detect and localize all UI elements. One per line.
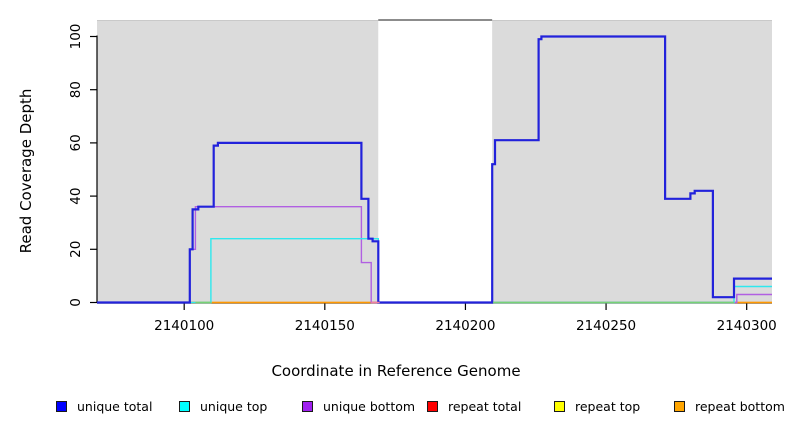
legend-label: unique total [77, 398, 153, 414]
y-tick-label: 100 [68, 24, 84, 50]
y-tick-label: 0 [68, 298, 84, 307]
chart-background-layer [97, 19, 772, 303]
shaded-region [492, 20, 772, 303]
legend-swatch [554, 400, 565, 412]
x-tick-label: 2140300 [717, 318, 777, 334]
coverage-chart: 2140100 2140150 2140200 2140250 2140300 0 20 40… [68, 19, 777, 334]
x-tick-label: 2140100 [154, 318, 214, 334]
y-tick-label: 80 [68, 81, 84, 98]
legend-swatch [674, 400, 685, 412]
x-tick-label: 2140250 [576, 318, 636, 334]
legend-item-unique-bottom: unique bottom [302, 396, 415, 416]
legend-label: repeat top [575, 398, 641, 414]
legend-swatch [427, 400, 438, 412]
legend-label: unique top [200, 398, 268, 414]
y-axis-title: Read Coverage Depth [17, 88, 35, 254]
legend-label: unique bottom [323, 398, 416, 414]
y-tick-label: 40 [68, 188, 84, 205]
legend-item-unique-top: unique top [179, 396, 267, 416]
legend-label: repeat bottom [695, 398, 785, 414]
legend-swatch [179, 400, 190, 412]
x-axis-title: Coordinate in Reference Genome [271, 362, 521, 380]
chart-series-layer [97, 35, 772, 304]
x-tick-label: 2140150 [295, 318, 355, 334]
legend-item-repeat-top: repeat top [554, 396, 640, 416]
shaded-region [97, 20, 379, 303]
y-tick-label: 20 [68, 241, 84, 258]
legend-item-repeat-bottom: repeat bottom [674, 396, 785, 416]
legend-item-unique-total: unique total [56, 396, 152, 416]
legend-swatch [302, 400, 313, 412]
legend-item-repeat-total: repeat total [427, 396, 521, 416]
legend-label: repeat total [448, 398, 522, 414]
series-line-unique-total [97, 35, 772, 304]
legend-swatch [56, 400, 67, 412]
chart-legend: unique total unique top unique bottom repea… [0, 396, 792, 418]
x-tick-label: 2140200 [435, 318, 495, 334]
y-tick-label: 60 [68, 134, 84, 151]
